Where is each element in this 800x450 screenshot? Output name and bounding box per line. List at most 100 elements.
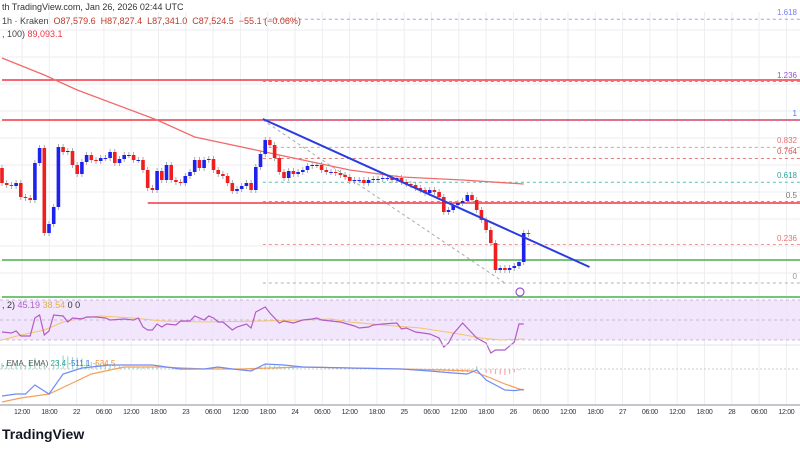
ohlc-legend: 1h · Kraken O87,579.6 H87,827.4 L87,341.… xyxy=(2,16,301,26)
time-tick-label: 18:00 xyxy=(696,409,713,416)
bullish-candle xyxy=(164,165,169,180)
macd-hist-value: 23.4 xyxy=(50,359,67,368)
bullish-candle xyxy=(47,224,51,233)
rsi-label: , 2) xyxy=(2,300,16,310)
bearish-candle xyxy=(19,183,23,197)
bullish-candle xyxy=(188,172,192,176)
bearish-candle xyxy=(113,152,117,163)
bullish-candle xyxy=(56,147,61,207)
bullish-candle xyxy=(98,158,103,161)
bearish-candle xyxy=(23,197,28,198)
ma-value: 89,093.1 xyxy=(27,29,63,39)
bullish-candle xyxy=(465,195,470,201)
bullish-candle xyxy=(192,160,197,172)
time-tick-label: 12:00 xyxy=(341,409,358,416)
bearish-candle xyxy=(319,165,324,170)
bearish-candle xyxy=(230,183,235,191)
bearish-candle xyxy=(169,165,173,180)
bullish-candle xyxy=(254,167,258,190)
fib-level-label: 0.618 xyxy=(776,171,797,181)
bullish-candle xyxy=(517,262,521,266)
bullish-candle xyxy=(385,178,390,179)
macd-signal-value: -534.5 xyxy=(92,359,116,368)
bearish-candle xyxy=(503,268,507,270)
bullish-candle xyxy=(235,189,239,191)
time-tick-label: 18:00 xyxy=(41,409,58,416)
bullish-candle xyxy=(66,151,70,152)
bearish-candle xyxy=(225,176,230,183)
rsi-ma-line xyxy=(1,315,524,341)
time-tick-label: 26 xyxy=(509,409,517,416)
bearish-candle xyxy=(211,159,216,170)
bearish-candle xyxy=(221,174,225,176)
bearish-candle xyxy=(9,185,14,186)
bullish-candle xyxy=(286,171,291,178)
attribution-text: th TradingView.com, Jan 26, 2026 02:44 U… xyxy=(2,2,184,12)
time-tick-label: 06:00 xyxy=(205,409,222,416)
bearish-candle xyxy=(479,210,484,220)
fib-level-label: 0.5 xyxy=(785,190,797,200)
rsi-extra-2: 0 xyxy=(75,300,81,310)
bullish-candle xyxy=(446,210,451,212)
bullish-candle xyxy=(371,179,376,180)
bullish-candle xyxy=(117,159,122,163)
bearish-candle xyxy=(0,168,4,183)
fib-level-label: 0 xyxy=(792,272,797,281)
bullish-candle xyxy=(512,266,517,268)
bullish-candle xyxy=(103,158,108,159)
bearish-candle xyxy=(94,160,98,161)
bearish-candle xyxy=(75,165,79,174)
bearish-candle xyxy=(28,198,32,200)
bullish-candle xyxy=(376,179,380,180)
time-tick-label: 12:00 xyxy=(778,409,795,416)
time-tick-label: 12:00 xyxy=(669,409,686,416)
fib-level-label: 1 xyxy=(792,109,797,118)
bullish-candle xyxy=(84,155,89,162)
bearish-candle xyxy=(61,147,65,152)
bullish-candle xyxy=(451,205,455,210)
bearish-candle xyxy=(474,200,479,210)
rsi-line xyxy=(1,306,524,354)
bearish-candle xyxy=(145,170,150,188)
time-tick-label: 18:00 xyxy=(150,409,167,416)
bearish-candle xyxy=(42,148,47,233)
bullish-candle xyxy=(207,159,211,160)
bearish-candle xyxy=(399,178,404,182)
bullish-candle xyxy=(122,155,126,159)
bullish-candle xyxy=(427,190,432,193)
time-tick-label: 06:00 xyxy=(423,409,440,416)
bullish-candle xyxy=(366,180,371,183)
descending-trendline xyxy=(262,118,590,268)
time-tick-label: 12:00 xyxy=(232,409,249,416)
bearish-candle xyxy=(70,151,75,165)
macd-line xyxy=(1,363,524,397)
bearish-candle xyxy=(268,140,272,145)
time-tick-label: 06:00 xyxy=(314,409,331,416)
time-tick-label: 23 xyxy=(182,409,190,416)
bearish-candle xyxy=(249,183,253,190)
time-tick-label: 27 xyxy=(619,409,627,416)
bearish-candle xyxy=(174,180,178,182)
bullish-candle xyxy=(127,155,131,156)
rsi-value: 45.19 xyxy=(17,300,41,310)
time-tick-label: 18:00 xyxy=(259,409,276,416)
rsi-ma-value: 38.54 xyxy=(42,300,66,310)
bullish-candle xyxy=(244,183,249,186)
fib-level-label: 0.236 xyxy=(776,233,797,243)
bearish-candle xyxy=(338,173,343,175)
ma-legend: , 100) 89,093.1 xyxy=(2,29,63,39)
rsi-legend: , 2) 45.19 38.54 0 0 xyxy=(2,300,80,310)
bullish-candle xyxy=(33,163,37,200)
bearish-candle xyxy=(390,178,394,180)
bullish-candle xyxy=(258,154,263,167)
bearish-candle xyxy=(277,158,282,172)
time-tick-label: 18:00 xyxy=(368,409,385,416)
bearish-candle xyxy=(131,155,136,160)
fib-connector-line xyxy=(262,119,506,284)
bullish-candle xyxy=(498,268,502,270)
bearish-candle xyxy=(437,192,441,197)
bullish-candle xyxy=(296,172,300,174)
bearish-candle xyxy=(150,188,155,190)
bearish-candle xyxy=(291,171,296,174)
